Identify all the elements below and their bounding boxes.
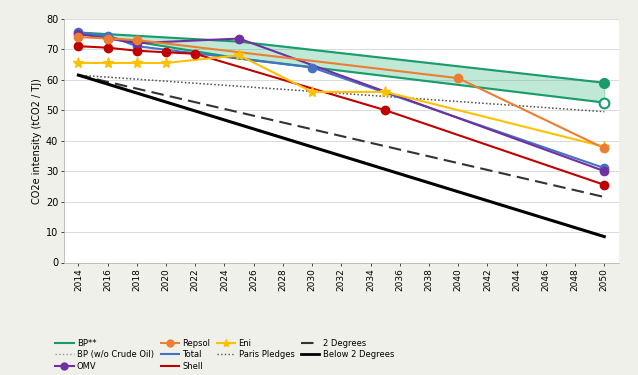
Legend: BP**, BP (w/o Crude Oil), OMV, Repsol, Total, Shell, Eni, Paris Pledges, 2 Degre: BP**, BP (w/o Crude Oil), OMV, Repsol, T…: [56, 339, 394, 371]
Y-axis label: CO2e intensity (tCO2 / TJ): CO2e intensity (tCO2 / TJ): [32, 78, 41, 204]
